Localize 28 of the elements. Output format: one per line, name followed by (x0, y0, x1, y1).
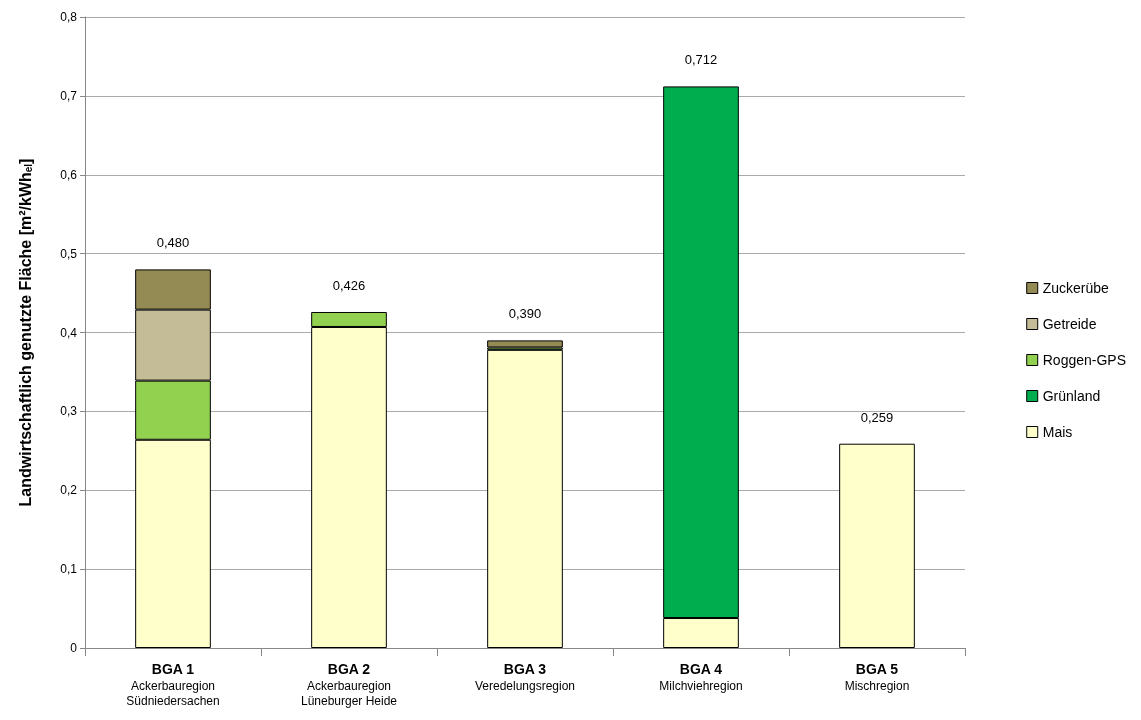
legend-label: Grünland (1042, 388, 1101, 404)
y-tick-label: 0,4 (60, 325, 78, 340)
total-label: 0,259 (860, 409, 894, 425)
y-tick-label: 0,7 (60, 88, 78, 103)
legend-label: Getreide (1042, 316, 1097, 332)
x-tick-label: BGA 1 Ackerbauregion Südniedersachen (126, 661, 220, 708)
y-tick-label: 0,2 (60, 483, 78, 498)
total-label: 0,712 (684, 52, 718, 68)
legend-label: Zuckerübe (1042, 280, 1110, 296)
total-label: 0,480 (156, 235, 190, 251)
bar (487, 349, 563, 648)
x-tick-label: BGA 3 Veredelungsregion (474, 661, 576, 693)
y-tick-label: 0,8 (60, 10, 78, 24)
y-axis-title: Landwirtschaftlich genutzte Fläche [m²/kWhel] (16, 158, 34, 507)
x-tick-label: BGA 5 Mischregion (844, 661, 910, 693)
y-tick-label: 0 (70, 641, 78, 655)
x-tick-label: BGA 4 Milchviehregion (659, 661, 743, 693)
legend-label: Mais (1042, 424, 1073, 440)
total-label: 0,390 (508, 306, 542, 322)
legend-label: Roggen-GPS (1042, 352, 1127, 368)
bar (839, 443, 915, 648)
y-tick-label: 0,1 (60, 562, 78, 577)
y-tick-label: 0,6 (60, 167, 78, 182)
y-tick-label: 0,5 (60, 246, 78, 261)
x-tick-label: BGA 2 Ackerbauregion Lüneburger Heide (300, 661, 398, 708)
total-label: 0,426 (332, 277, 366, 293)
y-tick-label: 0,3 (60, 404, 78, 419)
bar (487, 340, 563, 348)
